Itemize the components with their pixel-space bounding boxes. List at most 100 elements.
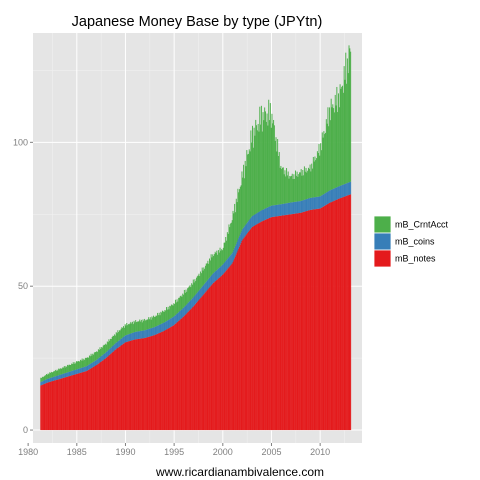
bar-segment-mB_CrntAcct (140, 321, 142, 331)
bar-segment-mB_CrntAcct (54, 369, 56, 377)
bar-segment-mB_coins (268, 206, 270, 219)
bar-segment-mB_notes (278, 215, 280, 431)
bar-segment-mB_CrntAcct (286, 168, 288, 204)
bar-segment-mB_notes (335, 200, 337, 431)
bar-segment-mB_coins (343, 184, 345, 197)
bar-segment-mB_coins (332, 189, 334, 202)
bar-segment-mB_CrntAcct (197, 275, 199, 292)
bar-segment-mB_notes (328, 203, 330, 431)
bar-segment-mB_coins (50, 377, 52, 382)
bar-segment-mB_CrntAcct (41, 377, 43, 382)
bar-segment-mB_notes (75, 374, 77, 431)
bar-segment-mB_CrntAcct (282, 167, 284, 204)
bar-segment-mB_CrntAcct (152, 317, 154, 328)
bar-segment-mB_notes (91, 367, 93, 431)
bar-segment-mB_notes (123, 343, 125, 431)
bar-segment-mB_notes (171, 326, 173, 431)
bar-segment-mB_notes (110, 354, 112, 431)
bar-segment-mB_coins (147, 329, 149, 338)
bar-segment-mB_CrntAcct (271, 113, 273, 206)
x-tick-label: 2000 (213, 447, 233, 457)
bar-segment-mB_CrntAcct (290, 176, 292, 203)
bar-segment-mB_notes (244, 236, 246, 431)
bar-segment-mB_notes (140, 338, 142, 431)
bar-segment-mB_notes (84, 371, 86, 431)
bar-segment-mB_notes (100, 361, 102, 431)
bar-segment-mB_coins (200, 287, 202, 298)
bar-segment-mB_notes (229, 266, 231, 431)
bar-segment-mB_notes (294, 213, 296, 431)
bar-segment-mB_CrntAcct (88, 355, 90, 365)
bar-segment-mB_notes (102, 360, 104, 431)
bar-segment-mB_notes (53, 380, 55, 431)
bar-segment-mB_CrntAcct (176, 299, 178, 314)
bar-segment-mB_coins (101, 355, 103, 362)
bar-segment-mB_CrntAcct (285, 176, 287, 204)
bar-segment-mB_CrntAcct (84, 359, 86, 367)
bar-segment-mB_notes (342, 197, 344, 431)
legend: mB_CrntAcct mB_coins mB_notes (373, 215, 449, 268)
bar-segment-mB_notes (262, 220, 264, 431)
bar-segment-mB_coins (306, 199, 308, 212)
bar-segment-mB_coins (337, 186, 339, 199)
bar-segment-mB_CrntAcct (150, 319, 152, 329)
bar-segment-mB_notes (306, 211, 308, 431)
bar-segment-mB_coins (41, 381, 43, 385)
bar-segment-mB_notes (324, 205, 326, 431)
bar-segment-mB_CrntAcct (115, 332, 117, 343)
bar-segment-mB_CrntAcct (121, 327, 123, 339)
bar-segment-mB_coins (250, 217, 252, 229)
bar-segment-mB_CrntAcct (101, 347, 103, 356)
legend-label: mB_notes (395, 254, 436, 264)
bar-segment-mB_notes (315, 209, 317, 431)
bar-segment-mB_coins (123, 336, 125, 344)
bar-segment-mB_notes (73, 374, 75, 431)
bar-segment-mB_CrntAcct (105, 343, 107, 353)
bar-segment-mB_coins (206, 280, 208, 291)
bar-segment-mB_CrntAcct (98, 349, 100, 358)
bar-segment-mB_notes (226, 269, 228, 431)
bar-segment-mB_CrntAcct (309, 164, 311, 198)
bar-segment-mB_CrntAcct (72, 362, 74, 371)
bar-segment-mB_notes (98, 363, 100, 431)
bar-segment-mB_coins (329, 190, 331, 203)
bar-segment-mB_coins (44, 380, 46, 384)
bar-segment-mB_notes (260, 222, 262, 431)
bar-segment-mB_CrntAcct (193, 282, 195, 297)
bar-segment-mB_notes (286, 214, 288, 431)
bar-segment-mB_notes (141, 338, 143, 431)
bar-segment-mB_CrntAcct (161, 310, 163, 324)
bar-segment-mB_CrntAcct (265, 121, 267, 209)
bar-segment-mB_notes (197, 300, 199, 431)
bar-segment-mB_notes (327, 203, 329, 431)
bar-segment-mB_notes (203, 294, 205, 431)
bar-segment-mB_notes (67, 376, 69, 431)
bar-segment-mB_coins (119, 339, 121, 347)
bar-segment-mB_CrntAcct (288, 178, 290, 203)
bar-segment-mB_CrntAcct (180, 295, 182, 311)
bar-segment-mB_notes (45, 383, 47, 431)
bar-segment-mB_CrntAcct (293, 174, 295, 203)
bar-segment-mB_CrntAcct (148, 319, 150, 329)
bar-segment-mB_coins (162, 322, 164, 332)
bar-segment-mB_coins (291, 202, 293, 215)
bar-segment-mB_notes (168, 328, 170, 431)
bar-segment-mB_coins (295, 201, 296, 214)
bar-segment-mB_notes (224, 272, 226, 431)
bar-segment-mB_CrntAcct (222, 250, 223, 265)
bar-segment-mB_notes (329, 202, 331, 431)
bar-segment-mB_notes (131, 340, 133, 431)
bar-segment-mB_coins (305, 199, 307, 212)
bar-segment-mB_notes (57, 379, 59, 431)
bar-segment-mB_coins (158, 324, 160, 334)
bar-segment-mB_coins (130, 333, 132, 341)
bar-segment-mB_coins (307, 198, 309, 211)
bar-segment-mB_coins (239, 236, 240, 247)
bar-segment-mB_CrntAcct (240, 185, 242, 233)
bar-segment-mB_notes (290, 214, 292, 431)
bar-segment-mB_notes (256, 224, 258, 431)
bar-segment-mB_coins (146, 329, 148, 338)
bar-segment-mB_notes (196, 302, 198, 431)
bar-segment-mB_CrntAcct (88, 357, 90, 365)
bar-segment-mB_CrntAcct (256, 125, 258, 214)
